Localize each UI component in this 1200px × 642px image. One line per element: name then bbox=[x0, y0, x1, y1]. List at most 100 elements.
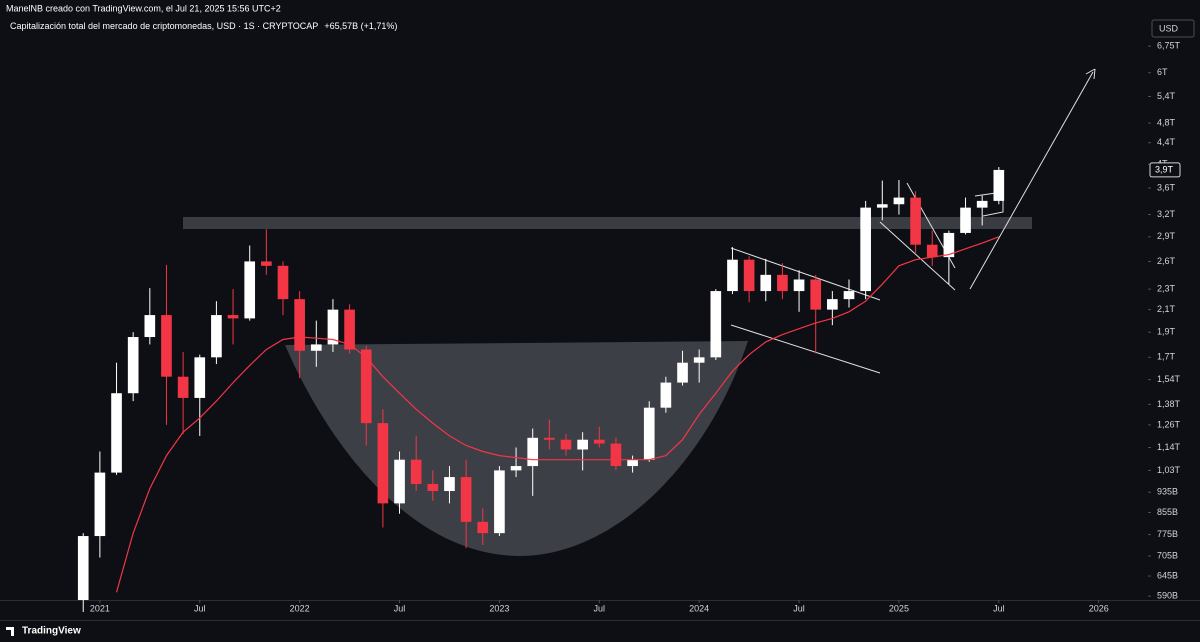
y-tick-label: 2,3T bbox=[1157, 283, 1176, 293]
candle-body bbox=[643, 407, 655, 460]
small-flag bbox=[974, 191, 1004, 217]
candle-body bbox=[976, 200, 988, 208]
currency-box[interactable] bbox=[1151, 19, 1195, 38]
candle-body bbox=[910, 197, 921, 245]
candle-body bbox=[161, 315, 172, 377]
marks bbox=[77, 167, 1005, 612]
y-tick-label: 1,14T bbox=[1157, 442, 1181, 452]
y-tick-label: 2,9T bbox=[1157, 231, 1176, 241]
candle-body bbox=[693, 357, 705, 363]
candle-body bbox=[394, 459, 405, 504]
flag-lower bbox=[879, 221, 956, 291]
y-tick-label: 590B bbox=[1157, 591, 1178, 601]
x-tick-label: 2021 bbox=[90, 603, 110, 613]
moving-average bbox=[115, 236, 1000, 593]
logo-icon bbox=[6, 627, 14, 636]
y-tick-label: 5,4T bbox=[1157, 91, 1176, 101]
candle-body bbox=[527, 437, 539, 467]
y-tick-label: 1,26T bbox=[1157, 419, 1181, 429]
chart-title: Capitalización total del mercado de crip… bbox=[10, 21, 397, 31]
candle-body bbox=[893, 197, 905, 205]
candle-body bbox=[177, 376, 189, 398]
candle-body bbox=[244, 261, 256, 319]
candle-body bbox=[727, 259, 738, 292]
y-tick-label: 2,6T bbox=[1157, 256, 1176, 266]
candle-body bbox=[360, 349, 372, 424]
x-tick-label: 2022 bbox=[290, 603, 310, 613]
candle-body bbox=[960, 207, 971, 233]
candle-body bbox=[444, 477, 455, 492]
y-tick-label: 1,9T bbox=[1157, 327, 1176, 337]
candle-body bbox=[460, 477, 472, 522]
candle-body bbox=[926, 244, 938, 258]
candle-body bbox=[94, 472, 106, 537]
x-tick-label: Jul bbox=[594, 603, 606, 613]
candle-body bbox=[843, 291, 855, 300]
candle-body bbox=[943, 232, 955, 258]
header: ManelNB creado con TradingView.com, el J… bbox=[6, 3, 281, 13]
y-tick-label: 4,8T bbox=[1157, 117, 1176, 127]
y-tick-label: 3,2T bbox=[1157, 209, 1176, 219]
y-tick-label: 775B bbox=[1157, 529, 1178, 539]
candle-body bbox=[377, 423, 389, 504]
candle-body bbox=[127, 337, 139, 394]
y-tick-label: 2,1T bbox=[1157, 304, 1176, 314]
candle-body bbox=[660, 382, 672, 408]
candle-body bbox=[677, 362, 688, 383]
resistance-zone bbox=[183, 217, 1032, 229]
last-price-box bbox=[1149, 162, 1181, 178]
y-tick-label: 855B bbox=[1157, 507, 1178, 517]
y-tick-label: 1,03T bbox=[1157, 465, 1181, 475]
x-tick-label: 2024 bbox=[689, 603, 709, 613]
candle-body bbox=[876, 204, 888, 208]
candle-body bbox=[477, 521, 489, 534]
logo: TradingView bbox=[22, 626, 81, 637]
candle-body bbox=[760, 274, 772, 292]
candle-body bbox=[810, 279, 822, 310]
candle-body bbox=[710, 291, 722, 358]
candle-body bbox=[410, 459, 422, 484]
candle-body bbox=[310, 344, 322, 351]
candle-body bbox=[793, 279, 805, 292]
x-tick-label: 2023 bbox=[489, 603, 509, 613]
candle-body bbox=[194, 357, 206, 398]
channel-lower bbox=[730, 324, 881, 374]
candle-body bbox=[261, 261, 272, 266]
y-tick-label: 4,4T bbox=[1157, 137, 1176, 147]
candle-body bbox=[610, 443, 622, 467]
y-tick-label: 935B bbox=[1157, 487, 1178, 497]
candle-body bbox=[544, 437, 555, 440]
candle-body bbox=[743, 259, 755, 292]
candle-body bbox=[860, 207, 871, 292]
candle-body bbox=[144, 315, 156, 338]
y-tick-label: 3,6T bbox=[1157, 182, 1176, 192]
candle-body bbox=[510, 466, 522, 471]
candle-body bbox=[327, 309, 339, 345]
candle-body bbox=[344, 309, 355, 350]
candle-body bbox=[494, 470, 505, 534]
target-arrow bbox=[969, 71, 1094, 290]
change-text: +65,57B (+1,71%) bbox=[324, 21, 397, 31]
candle-body bbox=[560, 439, 572, 450]
y-tick-label: 1,7T bbox=[1157, 352, 1176, 362]
candle-body bbox=[211, 315, 222, 358]
channel-upper bbox=[730, 247, 881, 301]
candle-body bbox=[593, 439, 605, 444]
y-tick-label: 1,54T bbox=[1157, 374, 1181, 384]
y-tick-label: 1,38T bbox=[1157, 399, 1181, 409]
candle-body bbox=[777, 274, 788, 292]
title-text: Capitalización total del mercado de crip… bbox=[10, 21, 318, 31]
candle-body bbox=[627, 459, 638, 467]
candle-body bbox=[227, 315, 239, 319]
currency[interactable]: USD bbox=[1159, 23, 1179, 33]
x-tick-label: 2025 bbox=[889, 603, 909, 613]
arrow-head bbox=[1085, 68, 1096, 80]
y-tick-label: 645B bbox=[1157, 570, 1178, 580]
x-tick-label: 2026 bbox=[1089, 603, 1109, 613]
candle-body bbox=[827, 299, 838, 310]
candle-body bbox=[294, 299, 305, 351]
x-tick-label: Jul bbox=[194, 603, 206, 613]
x-tick-label: Jul bbox=[394, 603, 406, 613]
candle-body bbox=[993, 169, 1005, 201]
